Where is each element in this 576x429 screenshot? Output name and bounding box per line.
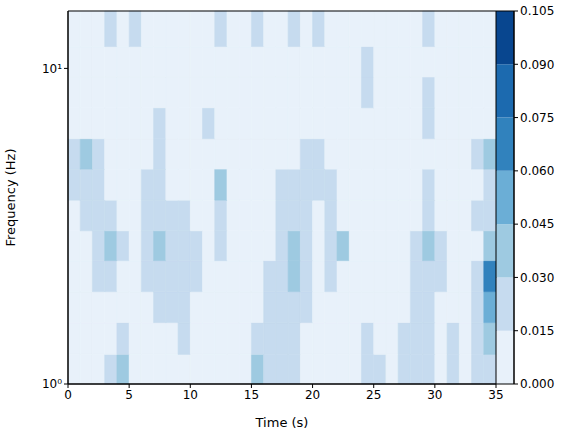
svg-text:5: 5	[125, 388, 133, 402]
svg-text:0.045: 0.045	[520, 217, 554, 231]
svg-text:0.030: 0.030	[520, 271, 554, 285]
svg-text:20: 20	[305, 388, 320, 402]
svg-text:Time (s): Time (s)	[255, 415, 309, 429]
svg-text:0.090: 0.090	[520, 58, 554, 72]
svg-text:30: 30	[427, 388, 442, 402]
svg-text:0.015: 0.015	[520, 324, 554, 338]
svg-text:Frequency (Hz): Frequency (Hz)	[3, 148, 18, 246]
svg-text:25: 25	[366, 388, 381, 402]
svg-text:10: 10	[183, 388, 198, 402]
svg-text:0.105: 0.105	[520, 4, 554, 18]
svg-text:15: 15	[244, 388, 259, 402]
svg-text:0: 0	[64, 388, 72, 402]
svg-text:10⁰: 10⁰	[42, 377, 62, 391]
svg-text:10¹: 10¹	[42, 62, 62, 76]
svg-text:35: 35	[488, 388, 503, 402]
svg-text:0.000: 0.000	[520, 377, 554, 391]
svg-text:0.075: 0.075	[520, 111, 554, 125]
svg-text:0.060: 0.060	[520, 164, 554, 178]
